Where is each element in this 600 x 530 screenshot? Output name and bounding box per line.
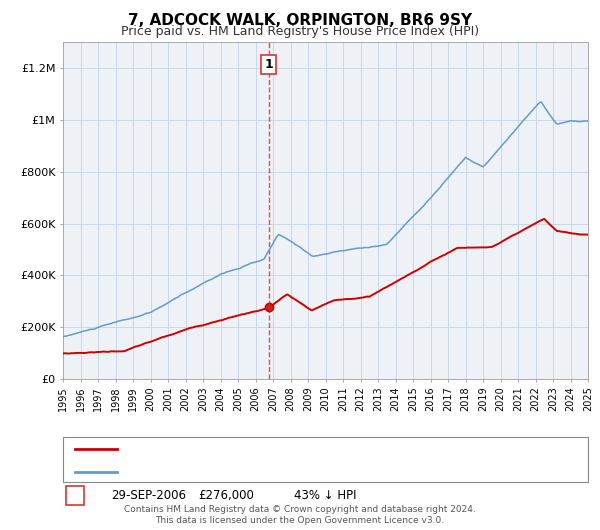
- Text: 7, ADCOCK WALK, ORPINGTON, BR6 9SY: 7, ADCOCK WALK, ORPINGTON, BR6 9SY: [128, 13, 472, 28]
- Text: 1: 1: [264, 58, 273, 71]
- Text: Price paid vs. HM Land Registry's House Price Index (HPI): Price paid vs. HM Land Registry's House …: [121, 25, 479, 39]
- Text: 43% ↓ HPI: 43% ↓ HPI: [294, 489, 356, 502]
- Text: 29-SEP-2006: 29-SEP-2006: [111, 489, 186, 502]
- Text: £276,000: £276,000: [198, 489, 254, 502]
- Text: 1: 1: [71, 489, 79, 502]
- Text: This data is licensed under the Open Government Licence v3.0.: This data is licensed under the Open Gov…: [155, 516, 445, 525]
- Text: HPI: Average price, detached house, Bromley: HPI: Average price, detached house, Brom…: [126, 467, 379, 476]
- Text: 7, ADCOCK WALK, ORPINGTON, BR6 9SY (detached house): 7, ADCOCK WALK, ORPINGTON, BR6 9SY (deta…: [126, 444, 452, 454]
- Text: Contains HM Land Registry data © Crown copyright and database right 2024.: Contains HM Land Registry data © Crown c…: [124, 505, 476, 514]
